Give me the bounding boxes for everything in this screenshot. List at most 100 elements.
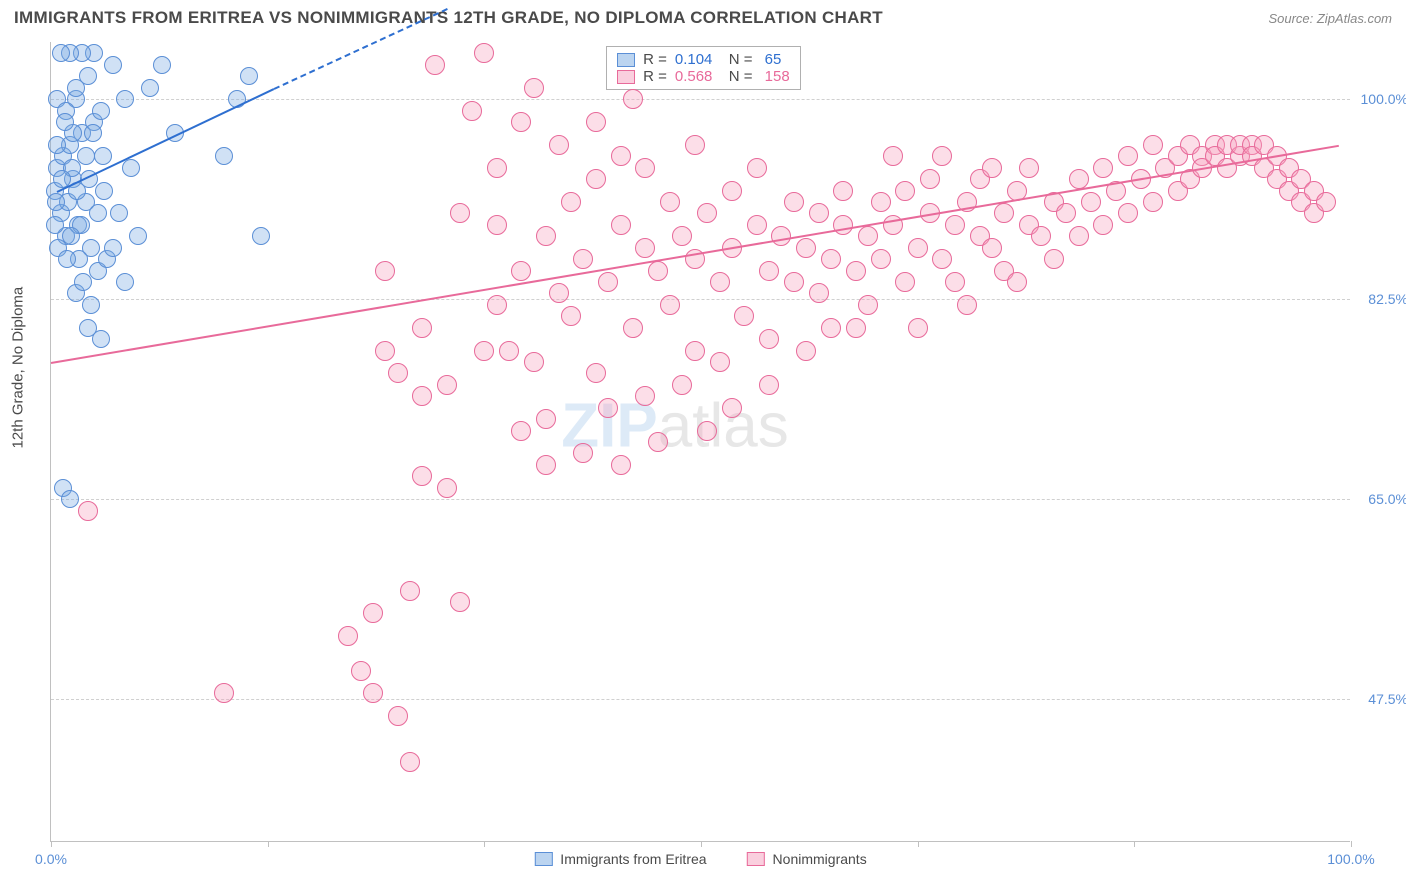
data-point [1069, 169, 1089, 189]
x-tick [918, 841, 919, 847]
data-point [573, 443, 593, 463]
data-point [1316, 192, 1336, 212]
data-point [908, 238, 928, 258]
y-tick-label: 47.5% [1368, 691, 1406, 707]
data-point [796, 341, 816, 361]
data-point [846, 318, 866, 338]
data-point [129, 227, 147, 245]
data-point [747, 158, 767, 178]
data-point [611, 215, 631, 235]
stat-n-label: N = [720, 51, 752, 68]
data-point [95, 182, 113, 200]
data-point [240, 67, 258, 85]
data-point [846, 261, 866, 281]
y-tick-label: 82.5% [1368, 291, 1406, 307]
data-point [598, 272, 618, 292]
data-point [710, 272, 730, 292]
data-point [932, 146, 952, 166]
data-point [363, 683, 383, 703]
data-point [759, 329, 779, 349]
data-point [104, 56, 122, 74]
data-point [153, 56, 171, 74]
data-point [833, 215, 853, 235]
data-point [94, 147, 112, 165]
data-point [586, 169, 606, 189]
data-point [635, 386, 655, 406]
data-point [710, 352, 730, 372]
stat-n-value: 158 [761, 68, 790, 85]
data-point [883, 146, 903, 166]
watermark: ZIPatlas [561, 391, 788, 462]
legend-swatch [747, 852, 765, 866]
data-point [412, 466, 432, 486]
data-point [871, 249, 891, 269]
data-point [586, 112, 606, 132]
x-tick [484, 841, 485, 847]
data-point [734, 306, 754, 326]
data-point [561, 306, 581, 326]
data-point [214, 683, 234, 703]
data-point [858, 226, 878, 246]
data-point [74, 273, 92, 291]
data-point [660, 295, 680, 315]
gridline [51, 699, 1350, 700]
source-attribution: Source: ZipAtlas.com [1268, 11, 1392, 26]
data-point [48, 136, 66, 154]
bottom-legend: Immigrants from EritreaNonimmigrants [534, 851, 866, 867]
data-point [784, 272, 804, 292]
data-point [1143, 135, 1163, 155]
x-tick [1351, 841, 1352, 847]
data-point [672, 226, 692, 246]
data-point [400, 581, 420, 601]
data-point [771, 226, 791, 246]
data-point [821, 249, 841, 269]
data-point [400, 752, 420, 772]
x-tick [701, 841, 702, 847]
data-point [437, 478, 457, 498]
data-point [116, 90, 134, 108]
data-point [215, 147, 233, 165]
data-point [92, 102, 110, 120]
data-point [809, 203, 829, 223]
data-point [388, 363, 408, 383]
data-point [77, 147, 95, 165]
stat-n-label: N = [720, 68, 752, 85]
data-point [511, 261, 531, 281]
data-point [47, 193, 65, 211]
x-tick [51, 841, 52, 847]
data-point [78, 501, 98, 521]
data-point [462, 101, 482, 121]
stats-legend: R = 0.104 N = 65R = 0.568 N = 158 [606, 46, 801, 90]
data-point [858, 295, 878, 315]
data-point [1056, 203, 1076, 223]
data-point [388, 706, 408, 726]
data-point [932, 249, 952, 269]
data-point [784, 192, 804, 212]
data-point [363, 603, 383, 623]
data-point [499, 341, 519, 361]
legend-item: Nonimmigrants [747, 851, 867, 867]
data-point [945, 215, 965, 235]
data-point [1069, 226, 1089, 246]
data-point [660, 192, 680, 212]
data-point [895, 181, 915, 201]
stat-r-value: 0.104 [675, 51, 713, 68]
data-point [52, 44, 70, 62]
data-point [759, 261, 779, 281]
data-point [536, 409, 556, 429]
data-point [487, 158, 507, 178]
data-point [375, 341, 395, 361]
data-point [141, 79, 159, 97]
data-point [1093, 158, 1113, 178]
data-point [648, 432, 668, 452]
stat-n-value: 65 [761, 51, 782, 68]
data-point [524, 78, 544, 98]
legend-swatch [617, 70, 635, 84]
data-point [1031, 226, 1051, 246]
data-point [511, 421, 531, 441]
data-point [685, 341, 705, 361]
data-point [412, 386, 432, 406]
data-point [635, 238, 655, 258]
data-point [1143, 192, 1163, 212]
data-point [62, 227, 80, 245]
